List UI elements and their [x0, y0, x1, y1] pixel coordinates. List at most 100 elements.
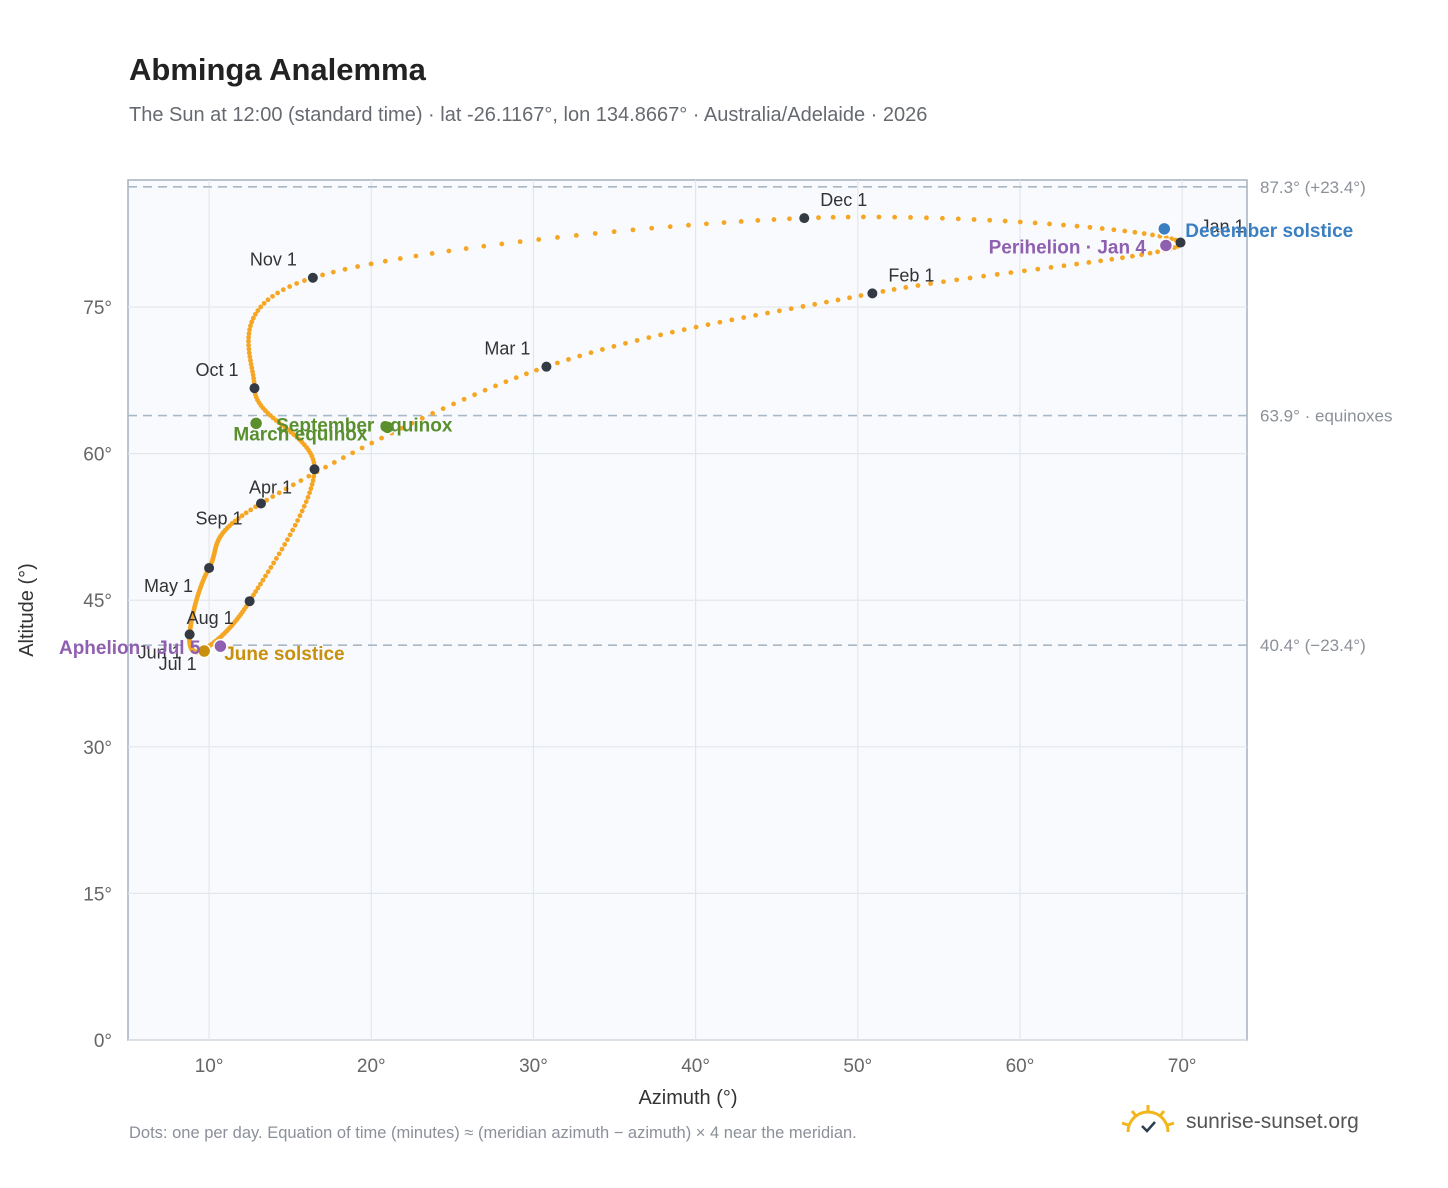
daily-sun-dot — [246, 331, 252, 336]
daily-sun-dot — [350, 450, 356, 456]
daily-sun-dot — [379, 435, 384, 441]
month-marker-dot — [244, 596, 255, 607]
month-marker-dot — [541, 361, 552, 372]
reference-line-label: 87.3° (+23.4°) — [1260, 178, 1366, 197]
x-tick-label: 70° — [1168, 1056, 1197, 1077]
daily-sun-dot — [283, 486, 289, 492]
daily-sun-dot — [1155, 249, 1160, 255]
daily-sun-dot — [309, 482, 315, 487]
x-tick-label: 40° — [681, 1056, 710, 1077]
daily-sun-dot — [451, 401, 456, 407]
daily-sun-dot — [1141, 231, 1147, 236]
daily-sun-dot — [534, 367, 539, 373]
event-marker-dot — [213, 638, 228, 654]
daily-sun-dot — [1008, 270, 1014, 275]
month-marker-label: Jul 1 — [159, 654, 197, 674]
daily-sun-dot — [823, 299, 829, 305]
daily-sun-dot — [753, 312, 759, 318]
daily-sun-dot — [342, 266, 348, 272]
daily-sun-dot — [1109, 256, 1115, 262]
daily-sun-dot — [355, 264, 361, 269]
daily-sun-dot — [658, 332, 663, 338]
daily-sun-dot — [290, 527, 296, 533]
daily-sun-dot — [649, 225, 655, 231]
event-marker-dot — [380, 420, 395, 435]
brand[interactable]: sunrise-sunset.org — [1120, 1104, 1359, 1140]
daily-sun-dot — [517, 239, 523, 245]
reference-line-label: 63.9° · equinoxes — [1260, 407, 1393, 426]
month-marker-label: Sep 1 — [195, 508, 242, 528]
daily-sun-dot — [513, 375, 519, 381]
daily-sun-dot — [236, 515, 241, 521]
month-marker-dot — [184, 629, 195, 640]
daily-sun-dot — [1074, 223, 1080, 229]
month-marker-label: Oct 1 — [195, 360, 238, 380]
daily-sun-dot — [1150, 232, 1155, 238]
event-marker-label: Aphelion · Jul 5 — [59, 638, 201, 659]
daily-sun-dot — [704, 221, 709, 227]
daily-sun-dot — [276, 490, 282, 496]
daily-sun-dot — [247, 354, 253, 360]
daily-sun-dot — [1021, 268, 1027, 274]
daily-sun-dot — [298, 478, 304, 483]
daily-sun-dot — [382, 258, 388, 264]
daily-sun-dot — [301, 503, 307, 509]
daily-sun-dot — [623, 340, 628, 346]
daily-sun-dot — [1087, 224, 1093, 230]
daily-sun-dot — [246, 342, 252, 348]
daily-sun-dot — [1171, 245, 1177, 251]
month-marker-dot — [1175, 237, 1186, 248]
daily-sun-dot — [248, 358, 253, 363]
daily-sun-dot — [523, 371, 529, 377]
daily-sun-dot — [830, 214, 836, 220]
month-marker-label: Feb 1 — [888, 265, 934, 285]
daily-sun-dot — [738, 219, 744, 224]
daily-sun-dot — [1120, 255, 1125, 261]
daily-sun-dot — [1061, 222, 1066, 228]
daily-sun-dot — [265, 569, 271, 575]
daily-sun-dot — [280, 287, 286, 293]
daily-sun-dot — [461, 396, 467, 402]
daily-sun-dot — [499, 241, 505, 247]
daily-sun-dot — [971, 217, 977, 222]
daily-sun-dot — [248, 323, 253, 329]
daily-sun-dot — [305, 494, 311, 500]
daily-sun-dot — [320, 272, 325, 278]
daily-sun-dot — [311, 474, 317, 479]
month-marker-dot — [309, 464, 320, 475]
month-marker-label: May 1 — [144, 576, 193, 596]
daily-sun-dot — [771, 217, 777, 222]
x-tick-label: 30° — [519, 1056, 548, 1077]
reference-line-label: 40.4° (−23.4°) — [1260, 636, 1366, 655]
daily-sun-dot — [729, 317, 735, 323]
y-tick-label: 75° — [83, 298, 112, 319]
event-marker-dot — [1157, 221, 1172, 237]
daily-sun-dot — [1139, 252, 1145, 258]
daily-sun-dot — [246, 335, 252, 340]
month-marker-dot — [307, 272, 318, 283]
daily-sun-dot — [274, 556, 279, 561]
daily-sun-dot — [1074, 261, 1079, 267]
daily-sun-dot — [246, 346, 252, 352]
daily-sun-dot — [287, 532, 293, 538]
daily-sun-dot — [1032, 220, 1038, 226]
daily-sun-dot — [1098, 258, 1103, 264]
daily-sun-dot — [1099, 226, 1105, 231]
x-tick-label: 50° — [843, 1056, 872, 1077]
daily-sun-dot — [1002, 218, 1008, 224]
daily-sun-dot — [816, 215, 821, 221]
daily-sun-dot — [669, 329, 675, 335]
daily-sun-dot — [270, 293, 275, 299]
daily-sun-dot — [788, 306, 794, 312]
daily-sun-dot — [835, 297, 841, 303]
daily-sun-dot — [588, 350, 594, 356]
daily-sun-dot — [681, 327, 687, 333]
daily-sun-dot — [248, 361, 254, 367]
daily-sun-dot — [419, 415, 425, 421]
event-marker-label: March equinox — [233, 424, 368, 445]
chart-title: Abminga Analemma — [129, 52, 426, 87]
daily-sun-dot — [292, 522, 298, 528]
daily-sun-dot — [987, 217, 993, 223]
daily-sun-dot — [399, 425, 405, 431]
